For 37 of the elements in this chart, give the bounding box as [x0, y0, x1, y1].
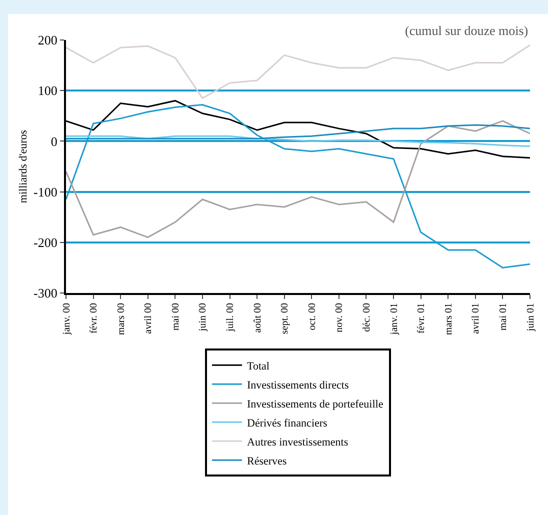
x-tick-label: déc. 00	[361, 303, 372, 332]
y-tick-label: -300	[34, 286, 58, 301]
x-tick-label: juin 00	[198, 303, 209, 332]
legend-label: Réserves	[247, 455, 287, 468]
legend-label: Investissements de portefeuille	[247, 398, 384, 410]
y-tick-label: -100	[34, 184, 58, 200]
line-series	[66, 44, 530, 99]
line-series	[66, 124, 530, 140]
text: (cumul sur douze mois)	[405, 23, 528, 38]
x-tick-label: mai 00	[170, 303, 182, 330]
x-tick-label: juin 01	[525, 303, 536, 332]
x-tick-label: mars 00	[116, 303, 127, 335]
x-tick-label: août 00	[252, 303, 264, 333]
y-axis-title: milliards d'euros	[18, 130, 30, 204]
line-series	[66, 104, 530, 268]
legend-label: Investissements directs	[247, 379, 349, 392]
x-tick-label: avril 00	[143, 303, 154, 334]
x-tick-label: avril 01	[470, 303, 482, 334]
legend-label: Dérivés financiers	[247, 417, 328, 430]
y-tick-label: 0	[50, 134, 58, 149]
x-tick-label: févr. 01	[416, 303, 428, 334]
legend-label: Autres investissements	[247, 436, 348, 448]
x-tick-label: févr. 00	[88, 303, 100, 334]
x-tick-label: mai 01	[498, 303, 509, 330]
y-tick-label: 100	[38, 83, 58, 98]
x-tick-label: janv. 01	[388, 303, 400, 336]
y-tick-label: -200	[34, 234, 58, 250]
x-tick-label: mars 01	[443, 303, 454, 335]
legend-label: Total	[247, 360, 270, 372]
x-tick-label: oct. 00	[306, 303, 318, 330]
line-series	[66, 120, 530, 238]
x-tick-label: juil. 00	[225, 303, 236, 332]
x-tick-label: nov. 00	[334, 303, 346, 332]
y-tick-label: 200	[38, 32, 58, 48]
line-series	[66, 135, 530, 148]
x-tick-label: janv. 00	[61, 303, 72, 336]
x-tick-label: sept. 00	[280, 303, 291, 334]
